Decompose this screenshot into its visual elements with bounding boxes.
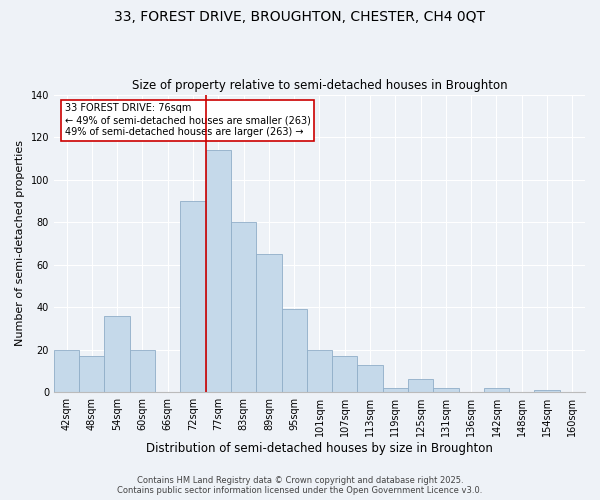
Text: 33, FOREST DRIVE, BROUGHTON, CHESTER, CH4 0QT: 33, FOREST DRIVE, BROUGHTON, CHESTER, CH… (115, 10, 485, 24)
Bar (332, 356, 358, 392)
Bar (256, 254, 281, 392)
Bar (54, 350, 79, 392)
Bar (307, 350, 332, 392)
Bar (104, 316, 130, 392)
Bar (383, 388, 408, 392)
Bar (231, 222, 256, 392)
Text: Contains HM Land Registry data © Crown copyright and database right 2025.
Contai: Contains HM Land Registry data © Crown c… (118, 476, 482, 495)
X-axis label: Distribution of semi-detached houses by size in Broughton: Distribution of semi-detached houses by … (146, 442, 493, 455)
Bar (281, 310, 307, 392)
Bar (181, 201, 206, 392)
Title: Size of property relative to semi-detached houses in Broughton: Size of property relative to semi-detach… (131, 79, 507, 92)
Bar (484, 388, 509, 392)
Text: 33 FOREST DRIVE: 76sqm
← 49% of semi-detached houses are smaller (263)
49% of se: 33 FOREST DRIVE: 76sqm ← 49% of semi-det… (65, 104, 310, 136)
Bar (535, 390, 560, 392)
Bar (408, 380, 433, 392)
Bar (130, 350, 155, 392)
Bar (206, 150, 231, 392)
Bar (79, 356, 104, 392)
Bar (433, 388, 458, 392)
Bar (358, 364, 383, 392)
Y-axis label: Number of semi-detached properties: Number of semi-detached properties (15, 140, 25, 346)
